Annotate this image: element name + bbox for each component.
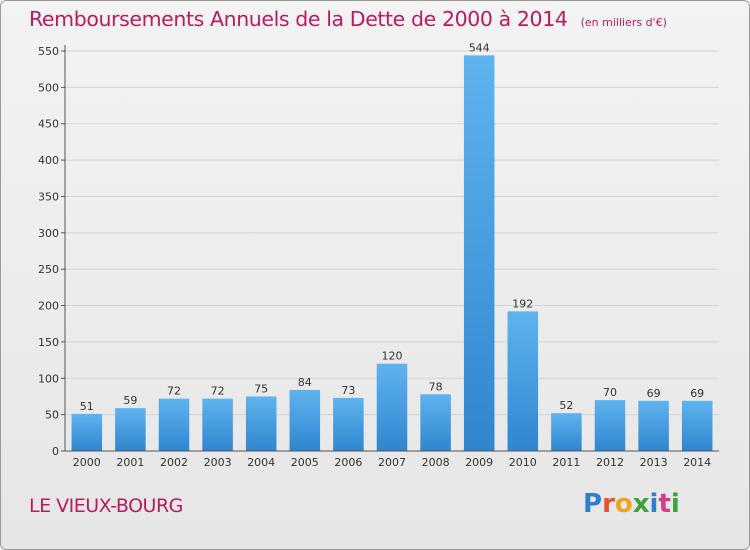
logo-letter: P bbox=[583, 489, 603, 519]
y-tick-label: 450 bbox=[38, 118, 59, 131]
logo-letter: t bbox=[658, 489, 671, 519]
bar bbox=[115, 408, 146, 451]
chart-subtitle: (en milliers d'€) bbox=[580, 16, 667, 29]
proxiti-logo: Proxiti bbox=[583, 489, 680, 519]
bar-value-label: 52 bbox=[559, 399, 573, 412]
y-tick-label: 100 bbox=[38, 372, 59, 385]
bar bbox=[289, 389, 321, 451]
x-tick-label: 2000 bbox=[73, 456, 101, 469]
x-tick-label: 2013 bbox=[640, 456, 668, 469]
y-tick-label: 0 bbox=[52, 445, 59, 458]
bar bbox=[594, 400, 626, 451]
bar-value-label: 120 bbox=[382, 350, 403, 363]
x-tick-label: 2001 bbox=[116, 456, 144, 469]
chart-title: Remboursements Annuels de la Dette de 20… bbox=[29, 7, 568, 31]
x-tick-label: 2003 bbox=[204, 456, 232, 469]
y-tick-label: 250 bbox=[38, 263, 59, 276]
bar-value-label: 73 bbox=[341, 384, 355, 397]
logo-letter: r bbox=[602, 489, 615, 519]
bar-value-label: 72 bbox=[167, 385, 181, 398]
x-tick-label: 2007 bbox=[378, 456, 406, 469]
bar-value-label: 75 bbox=[254, 382, 268, 395]
bar-value-label: 72 bbox=[211, 385, 225, 398]
y-tick-label: 150 bbox=[38, 336, 59, 349]
bar-value-label: 51 bbox=[80, 400, 94, 413]
y-tick-label: 400 bbox=[38, 154, 59, 167]
bar bbox=[420, 394, 451, 451]
bar bbox=[507, 311, 539, 451]
bar-value-label: 84 bbox=[298, 376, 312, 389]
bar-value-label: 78 bbox=[429, 380, 443, 393]
bar bbox=[681, 400, 713, 451]
bar bbox=[638, 400, 669, 451]
bar-value-label: 70 bbox=[603, 386, 617, 399]
bar bbox=[158, 398, 190, 451]
x-tick-label: 2002 bbox=[160, 456, 188, 469]
y-axis: 0 50 100 150 200 250 300 350 400 450 500 550 bbox=[38, 45, 66, 458]
y-tick-label: 350 bbox=[38, 190, 59, 203]
y-tick-label: 500 bbox=[38, 81, 59, 94]
x-tick-label: 2012 bbox=[596, 456, 624, 469]
logo-letter: i bbox=[670, 489, 680, 519]
chart-title-row: Remboursements Annuels de la Dette de 20… bbox=[29, 7, 667, 31]
x-tick-label: 2011 bbox=[552, 456, 580, 469]
bar bbox=[551, 413, 582, 451]
bar bbox=[463, 55, 495, 451]
x-tick-label: 2014 bbox=[683, 456, 711, 469]
bar bbox=[245, 396, 277, 451]
y-tick-label: 200 bbox=[38, 300, 59, 313]
bar-value-label: 59 bbox=[123, 394, 137, 407]
bar-value-label: 69 bbox=[690, 387, 704, 400]
x-axis: 2000 2001 2002 2003 2004 2005 2006 2007 2008 2009… bbox=[65, 450, 719, 469]
x-tick-label: 2008 bbox=[422, 456, 450, 469]
x-tick-label: 2009 bbox=[465, 456, 493, 469]
x-tick-label: 2006 bbox=[334, 456, 362, 469]
y-tick-label: 550 bbox=[38, 45, 59, 58]
bar-value-label: 69 bbox=[647, 387, 661, 400]
logo-letter: x bbox=[632, 489, 650, 519]
x-tick-label: 2010 bbox=[509, 456, 537, 469]
bar bbox=[202, 398, 233, 451]
town-name: LE VIEUX-BOURG bbox=[29, 495, 183, 517]
x-tick-label: 2004 bbox=[247, 456, 275, 469]
bar-value-label: 544 bbox=[469, 41, 490, 54]
bar-value-label: 192 bbox=[512, 297, 533, 310]
x-tick-label: 2005 bbox=[291, 456, 319, 469]
bar bbox=[71, 413, 103, 451]
y-tick-label: 300 bbox=[38, 227, 59, 240]
bar bbox=[376, 363, 408, 451]
bars: 51 59 72 72 75 84 73 120 78 544 192 52 70 69 69 bbox=[71, 41, 713, 451]
logo-letter: i bbox=[649, 489, 659, 519]
logo-letter: o bbox=[614, 489, 633, 519]
bar bbox=[333, 397, 364, 451]
y-tick-label: 50 bbox=[45, 409, 59, 422]
